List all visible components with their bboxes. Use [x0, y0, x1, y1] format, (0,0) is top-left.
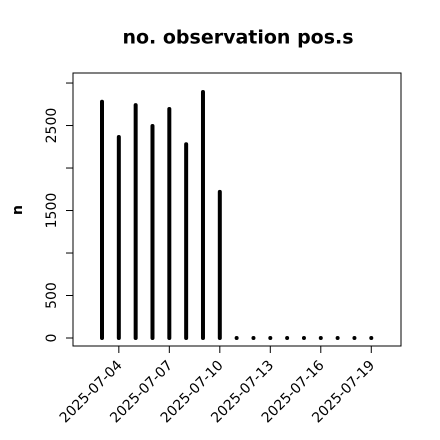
y-tick-label: 1500 — [44, 193, 60, 229]
y-axis-label: n — [10, 205, 26, 215]
y-tick-label: 0 — [44, 334, 60, 343]
plot-box — [72, 72, 402, 347]
y-tick-label: 2500 — [44, 108, 60, 144]
y-tick-label: 500 — [44, 282, 60, 309]
chart-title: no. observation pos.s — [122, 27, 353, 49]
